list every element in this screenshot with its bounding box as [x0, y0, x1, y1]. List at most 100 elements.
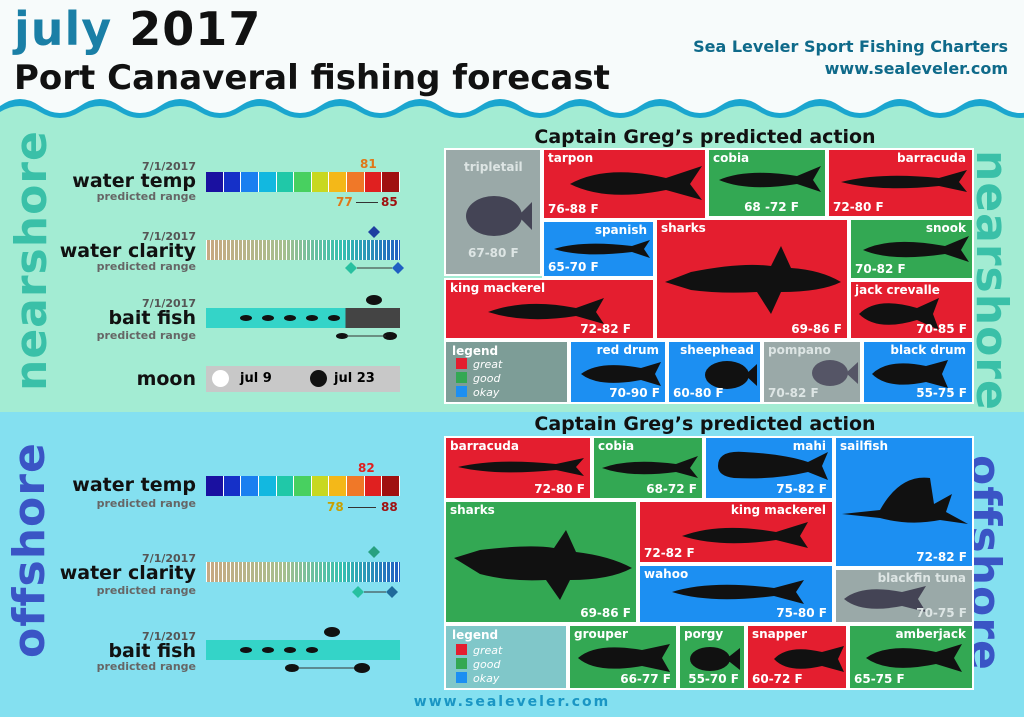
spanish-icon — [554, 240, 650, 258]
species-sharks[interactable]: sharks 69-86 F — [655, 218, 849, 340]
red-drum-icon — [581, 362, 661, 386]
offshore-species-cobia[interactable]: cobia 68-72 F — [592, 436, 704, 500]
temp-scale-segment — [258, 172, 277, 192]
offshore-species-grouper[interactable]: grouper 66-77 F — [568, 624, 678, 690]
blackfin-tuna-icon — [844, 586, 926, 612]
offshore-water-temp-range-label: predicted range — [96, 497, 196, 510]
temp-scale-segment — [311, 172, 330, 192]
species-jack-crevalle[interactable]: jack crevalle 70-85 F — [849, 280, 974, 340]
grouper-icon — [578, 644, 670, 672]
species-pompano[interactable]: pompano 70-82 F — [762, 340, 862, 404]
offshore-clarity-scale — [206, 562, 400, 582]
species-tarpon[interactable]: tarpon 76-88 F — [542, 148, 707, 220]
offshore-species-amberjack[interactable]: amberjack 65-75 F — [848, 624, 974, 690]
offshore-species-snapper[interactable]: snapper 60-72 F — [746, 624, 848, 690]
nearshore-side-label-right: nearshore — [966, 150, 1017, 411]
page-title: Port Canaveral fishing forecast — [14, 58, 610, 98]
offshore-clarity-markers — [352, 546, 398, 598]
temp-scale-segment — [223, 476, 242, 496]
species-spanish[interactable]: spanish 65-70 F — [542, 220, 655, 278]
offshore-species-mahi[interactable]: mahi 75-82 F — [704, 436, 834, 500]
offshore-water-temp-label: water temp — [72, 474, 196, 496]
species-cobia[interactable]: cobia 68 -72 F — [707, 148, 827, 218]
bait-label: bait fish — [108, 307, 196, 329]
snook-icon — [863, 236, 969, 262]
species-red-drum[interactable]: red drum 70-90 F — [569, 340, 667, 404]
offshore-legend-great: great — [456, 644, 502, 657]
offshore-species-wahoo[interactable]: wahoo 75-80 F — [638, 564, 834, 624]
water-temp-range-line — [356, 202, 378, 203]
temp-scale-segment — [206, 476, 224, 496]
cobia-icon — [719, 166, 821, 192]
temp-scale-segment — [311, 476, 330, 496]
title-month: july 2017 — [14, 2, 261, 56]
offshore-clarity-date: 7/1/2017 — [142, 552, 196, 565]
pompano-icon — [812, 360, 858, 386]
offshore-species-porgy[interactable]: porgy 55-70 F — [678, 624, 746, 690]
temp-scale-segment — [382, 172, 401, 192]
clarity-scale — [206, 240, 400, 260]
month-text: july — [14, 2, 113, 56]
offshore-clarity-range-label: predicted range — [96, 584, 196, 597]
clarity-markers — [345, 226, 404, 274]
offshore-clarity-label: water clarity — [59, 562, 196, 584]
water-temp-low: 77 — [336, 195, 353, 209]
offshore-species-sharks[interactable]: sharks 69-86 F — [444, 500, 638, 624]
nearshore-legend: legend great good okay — [444, 340, 569, 404]
bait-range-label: predicted range — [96, 329, 196, 342]
jack-crevalle-icon — [859, 298, 939, 330]
bait-markers — [240, 295, 397, 340]
offshore-water-temp-scale — [206, 476, 401, 496]
offshore-shark-icon — [454, 530, 632, 600]
sailfish-icon — [842, 477, 968, 524]
offshore-species-king-mackerel[interactable]: king mackerel 72-82 F — [638, 500, 834, 564]
offshore-water-temp-predicted: 82 — [358, 461, 375, 475]
temp-scale-segment — [258, 476, 277, 496]
offshore-water-temp-high: 88 — [381, 500, 398, 514]
species-king-mackerel[interactable]: king mackerel 72-82 F — [444, 278, 655, 340]
clarity-date: 7/1/2017 — [142, 230, 196, 243]
offshore-species-sailfish[interactable]: sailfish 72-82 F — [834, 436, 974, 568]
offshore-bait-scale — [206, 640, 400, 660]
snapper-icon — [774, 646, 844, 672]
offshore-legend-okay: okay — [456, 672, 499, 685]
temp-scale-segment — [294, 476, 312, 496]
offshore-king-mackerel-icon — [682, 522, 808, 548]
clarity-range-label: predicted range — [96, 260, 196, 273]
temp-scale-segment — [241, 476, 259, 496]
species-black-drum[interactable]: black drum 55-75 F — [862, 340, 974, 404]
temp-scale-segment — [206, 172, 224, 192]
water-temp-range-label: predicted range — [96, 190, 196, 203]
sheephead-icon — [705, 361, 757, 389]
offshore-barracuda-icon — [458, 458, 584, 476]
tripletail-icon — [466, 196, 532, 236]
full-moon-icon — [212, 370, 229, 387]
wahoo-icon — [672, 580, 804, 604]
species-tripletail[interactable]: tripletail 67-80 F — [444, 148, 542, 276]
nearshore-grid: tripletail 67-80 F tarpon 76-88 F cobia … — [444, 148, 974, 404]
offshore-bait-label: bait fish — [108, 640, 196, 662]
brand-block: Sea Leveler Sport Fishing Charters www.s… — [693, 36, 1008, 80]
bait-scale — [206, 308, 400, 328]
nearshore-section-title: Captain Greg’s predicted action — [534, 126, 876, 148]
bait-date: 7/1/2017 — [142, 297, 196, 310]
brand-website[interactable]: www.sealeveler.com — [824, 59, 1008, 78]
water-temp-high: 85 — [381, 195, 398, 209]
brand-name: Sea Leveler Sport Fishing Charters — [693, 37, 1008, 56]
species-snook[interactable]: snook 70-82 F — [849, 218, 974, 280]
footer-website[interactable]: www.sealeveler.com — [413, 694, 611, 710]
species-barracuda[interactable]: barracuda 72-80 F — [827, 148, 974, 218]
legend-good: good — [456, 372, 500, 385]
legend-okay: okay — [456, 386, 499, 399]
offshore-bait-markers — [240, 627, 370, 673]
offshore-water-temp-range-line — [348, 507, 376, 508]
temp-scale-segment — [347, 476, 365, 496]
species-sheephead[interactable]: sheephead 60-80 F — [667, 340, 762, 404]
offshore-species-barracuda[interactable]: barracuda 72-80 F — [444, 436, 592, 500]
offshore-bait-date: 7/1/2017 — [142, 630, 196, 643]
king-mackerel-icon — [488, 298, 604, 324]
offshore-species-blackfin-tuna[interactable]: blackfin tuna 70-75 F — [834, 568, 974, 624]
offshore-grid: barracuda 72-80 F cobia 68-72 F mahi 75-… — [444, 436, 974, 690]
amberjack-icon — [866, 644, 962, 672]
water-temp-date: 7/1/2017 — [142, 160, 196, 173]
